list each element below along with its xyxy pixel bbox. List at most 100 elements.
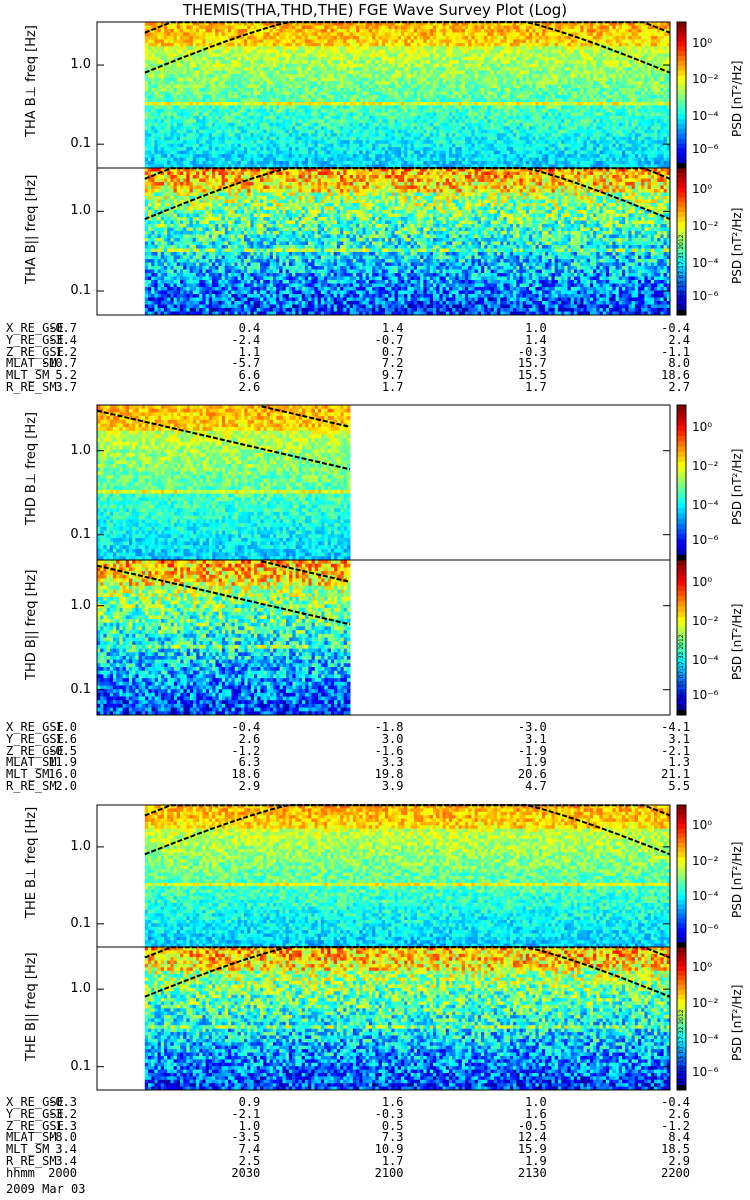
spectrogram-cell: [513, 137, 517, 141]
spectrogram-cell: [321, 130, 325, 134]
spectrogram-cell: [292, 130, 296, 134]
spectrogram-cell: [202, 29, 206, 33]
spectrogram-cell: [315, 144, 319, 148]
spectrogram-cell: [212, 64, 216, 68]
spectrogram-cell: [292, 147, 296, 151]
spectrogram-cell: [443, 50, 447, 54]
spectrogram-cell: [273, 109, 277, 113]
spectrogram-cell: [452, 46, 456, 50]
spectrogram-cell: [247, 50, 251, 54]
spectrogram-cell: [286, 92, 290, 96]
spectrogram-cell: [270, 126, 274, 130]
spectrogram-cell: [225, 29, 229, 33]
spectrogram-cell: [286, 130, 290, 134]
spectrogram-cell: [318, 158, 322, 162]
spectrogram-cell: [327, 36, 331, 40]
spectrogram-cell: [145, 81, 149, 85]
spectrogram-cell: [494, 119, 498, 123]
spectrogram-cell: [241, 53, 245, 57]
spectrogram-cell: [331, 36, 335, 40]
spectrogram-cell: [363, 71, 367, 75]
spectrogram-cell: [324, 32, 328, 36]
spectrogram-cell: [215, 133, 219, 137]
spectrogram-cell: [263, 144, 267, 148]
spectrogram-cell: [161, 50, 165, 54]
spectrogram-cell: [494, 46, 498, 50]
spectrogram-cell: [193, 26, 197, 30]
spectrogram-cell: [209, 161, 213, 165]
spectrogram-cell: [238, 81, 242, 85]
spectrogram-cell: [366, 74, 370, 78]
spectrogram-cell: [449, 71, 453, 75]
spectrogram-cell: [504, 81, 508, 85]
spectrogram-cell: [267, 140, 271, 144]
spectrogram-cell: [186, 92, 190, 96]
spectrogram-cell: [145, 53, 149, 57]
spectrogram-cell: [177, 36, 181, 40]
spectrogram-cell: [302, 140, 306, 144]
spectrogram-cell: [315, 151, 319, 155]
spectrogram-cell: [180, 140, 184, 144]
spectrogram-cell: [148, 99, 152, 103]
spectrogram-cell: [433, 154, 437, 158]
spectrogram-cell: [343, 137, 347, 141]
spectrogram-cell: [375, 36, 379, 40]
spectrogram-cell: [202, 67, 206, 71]
spectrogram-cell: [161, 57, 165, 61]
spectrogram-cell: [414, 88, 418, 92]
spectrogram-cell: [497, 74, 501, 78]
spectrogram-cell: [443, 133, 447, 137]
spectrogram-cell: [183, 36, 187, 40]
spectrogram-cell: [449, 64, 453, 68]
spectrogram-cell: [443, 123, 447, 127]
spectrogram-cell: [161, 158, 165, 162]
spectrogram-cell: [334, 46, 338, 50]
spectrogram-cell: [411, 88, 415, 92]
spectrogram-cell: [225, 158, 229, 162]
spectrogram-cell: [516, 43, 520, 47]
spectrogram-cell: [375, 158, 379, 162]
spectrogram-cell: [283, 64, 287, 68]
spectrogram-cell: [507, 46, 511, 50]
spectrogram-cell: [343, 32, 347, 36]
spectrogram-cell: [218, 133, 222, 137]
spectrogram-cell: [356, 78, 360, 82]
spectrogram-cell: [500, 137, 504, 141]
spectrogram-cell: [196, 105, 200, 109]
spectrogram-cell: [491, 144, 495, 148]
spectrogram-cell: [270, 39, 274, 43]
spectrogram-cell: [225, 74, 229, 78]
spectrogram-cell: [494, 161, 498, 165]
spectrogram-cell: [247, 137, 251, 141]
spectrogram-cell: [254, 154, 258, 158]
spectrogram-cell: [401, 74, 405, 78]
spectrogram-cell: [327, 74, 331, 78]
spectrogram-cell: [491, 50, 495, 54]
spectrogram-cell: [302, 95, 306, 99]
spectrogram-cell: [449, 161, 453, 165]
spectrogram-cell: [379, 81, 383, 85]
spectrogram-cell: [356, 74, 360, 78]
spectrogram-cell: [516, 32, 520, 36]
spectrogram-cell: [443, 158, 447, 162]
spectrogram-cell: [267, 147, 271, 151]
spectrogram-cell: [500, 29, 504, 33]
spectrogram-cell: [305, 102, 309, 106]
spectrogram-cell: [443, 95, 447, 99]
spectrogram-cell: [283, 29, 287, 33]
spectrogram-cell: [439, 53, 443, 57]
spectrogram-cell: [455, 29, 459, 33]
spectrogram-cell: [471, 102, 475, 106]
spectrogram-cell: [439, 102, 443, 106]
spectrogram-cell: [369, 85, 373, 89]
spectrogram-cell: [215, 29, 219, 33]
spectrogram-cell: [443, 99, 447, 103]
spectrogram-cell: [436, 57, 440, 61]
spectrogram-cell: [183, 74, 187, 78]
spectrogram-cell: [369, 53, 373, 57]
spectrogram-cell: [311, 95, 315, 99]
spectrogram-cell: [347, 50, 351, 54]
spectrogram-cell: [420, 112, 424, 116]
spectrogram-cell: [491, 29, 495, 33]
spectrogram-cell: [359, 71, 363, 75]
